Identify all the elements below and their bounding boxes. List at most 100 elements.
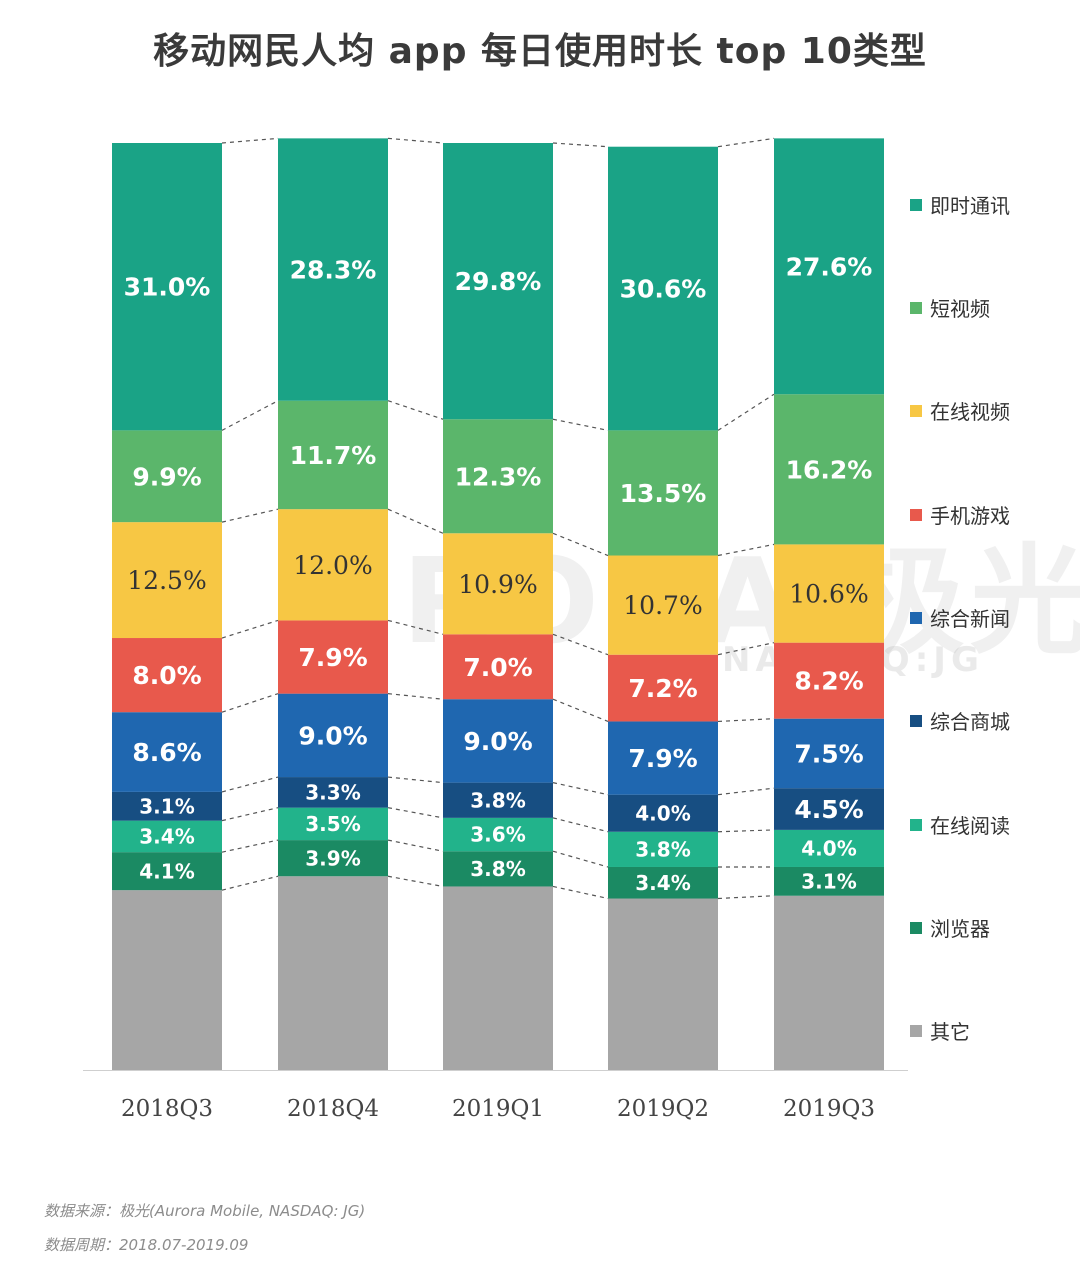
legend-label: 其它 xyxy=(930,1020,970,1044)
data-label: 9.0% xyxy=(298,721,367,750)
bar-segment xyxy=(278,807,388,841)
data-label: 16.2% xyxy=(786,455,873,484)
data-label: 7.9% xyxy=(298,643,367,672)
bar-segment xyxy=(774,394,884,545)
bar-segment xyxy=(278,620,388,694)
data-label: 3.9% xyxy=(305,846,360,870)
bar-segment xyxy=(774,829,884,867)
connector-line xyxy=(221,875,279,891)
legend-label: 综合商城 xyxy=(930,710,1010,734)
legend-item: 在线阅读 xyxy=(910,810,1010,839)
connector-line xyxy=(221,839,279,853)
connector-line xyxy=(221,619,279,639)
bar-segment xyxy=(443,699,553,783)
connector-line xyxy=(717,393,775,431)
x-tick-label: 2019Q3 xyxy=(783,1096,875,1122)
bar-segment xyxy=(443,886,553,1070)
chart-title: 移动网民人均 app 每日使用时长 top 10类型 xyxy=(153,31,927,72)
data-label: 3.8% xyxy=(470,788,525,812)
connector-line xyxy=(552,633,609,656)
bar-segment xyxy=(443,851,553,887)
data-label: 8.2% xyxy=(794,667,863,696)
x-tick-label: 2019Q1 xyxy=(452,1096,544,1122)
legend-label: 在线视频 xyxy=(930,400,1010,424)
connector-line xyxy=(717,829,775,833)
connector-line xyxy=(221,807,279,822)
data-label: 8.6% xyxy=(132,738,201,767)
value-labels: 4.1% 3.9% 3.8% 3.4% 3.1% 3.4% 3.5% 3.6% 3.8% 4.0%… xyxy=(124,252,873,895)
legend-swatch xyxy=(910,1024,922,1037)
connector-line xyxy=(552,142,609,148)
data-label: 31.0% xyxy=(124,273,211,302)
data-label: 7.2% xyxy=(628,674,697,703)
bar-segment xyxy=(443,143,553,420)
legend-swatch xyxy=(910,611,922,624)
x-tick-label: 2018Q4 xyxy=(287,1096,379,1122)
bar-segment xyxy=(774,718,884,789)
connector-line xyxy=(387,137,444,144)
bar-segment xyxy=(278,777,388,808)
data-label: 4.0% xyxy=(635,801,690,825)
legend-label: 短视频 xyxy=(930,297,990,321)
data-label: 7.0% xyxy=(463,653,532,682)
legend-label: 在线阅读 xyxy=(930,814,1010,838)
bar-segment xyxy=(112,638,222,713)
bar-segment xyxy=(112,820,222,853)
x-tick-label: 2018Q3 xyxy=(121,1096,213,1122)
bar-segment xyxy=(443,782,553,818)
bar-segment xyxy=(443,817,553,852)
legend-swatch xyxy=(910,921,922,934)
bar-segment xyxy=(774,788,884,830)
bar-segment xyxy=(278,876,388,1070)
legend-swatch xyxy=(910,714,922,727)
bar-segment xyxy=(112,712,222,792)
data-label: 29.8% xyxy=(455,267,542,296)
bar-segment xyxy=(608,794,718,832)
connector-line xyxy=(717,137,775,148)
connector-line xyxy=(717,543,775,557)
data-label: 9.0% xyxy=(463,727,532,756)
legend-item: 综合商城 xyxy=(910,706,1010,735)
data-label: 8.0% xyxy=(132,661,201,690)
connector-line xyxy=(717,895,775,900)
connector-line xyxy=(387,807,444,819)
data-label: 10.9% xyxy=(458,570,537,599)
bar-segment xyxy=(443,634,553,700)
bar-segment xyxy=(608,866,718,899)
connector-line xyxy=(221,508,279,523)
legend-swatch xyxy=(910,404,922,417)
bar-segment xyxy=(608,831,718,867)
connector-lines xyxy=(221,137,775,900)
data-label: 10.6% xyxy=(789,580,868,609)
bar-segment xyxy=(278,138,388,401)
connector-line xyxy=(552,850,609,868)
data-label: 4.1% xyxy=(139,859,194,883)
data-label: 3.4% xyxy=(635,871,690,895)
data-label: 7.5% xyxy=(794,739,863,768)
data-label: 4.5% xyxy=(794,795,863,824)
bar-segment xyxy=(608,898,718,1070)
data-label: 13.5% xyxy=(620,479,707,508)
data-label: 3.3% xyxy=(305,781,360,805)
legend-item: 浏览器 xyxy=(910,913,990,942)
legend-swatch xyxy=(910,818,922,831)
connector-line xyxy=(552,782,609,796)
x-tick-label: 2019Q2 xyxy=(617,1096,709,1122)
connector-line xyxy=(221,400,279,431)
bar-segment xyxy=(112,522,222,639)
legend-swatch xyxy=(910,198,922,211)
connector-line xyxy=(387,508,444,534)
bar-segment xyxy=(774,866,884,896)
x-tick-labels: 2018Q3 2018Q4 2019Q1 2019Q2 2019Q3 xyxy=(121,1096,875,1122)
legend-label: 即时通讯 xyxy=(930,194,1010,218)
connector-line xyxy=(717,718,775,723)
connector-line xyxy=(552,532,609,557)
data-label: 30.6% xyxy=(620,275,707,304)
legend-item: 其它 xyxy=(910,1016,970,1045)
legend-swatch xyxy=(910,301,922,314)
connector-line xyxy=(221,693,279,713)
data-label: 3.8% xyxy=(635,838,690,862)
data-label: 4.0% xyxy=(801,837,856,861)
bar-segment xyxy=(112,890,222,1070)
data-label: 12.0% xyxy=(293,551,372,580)
